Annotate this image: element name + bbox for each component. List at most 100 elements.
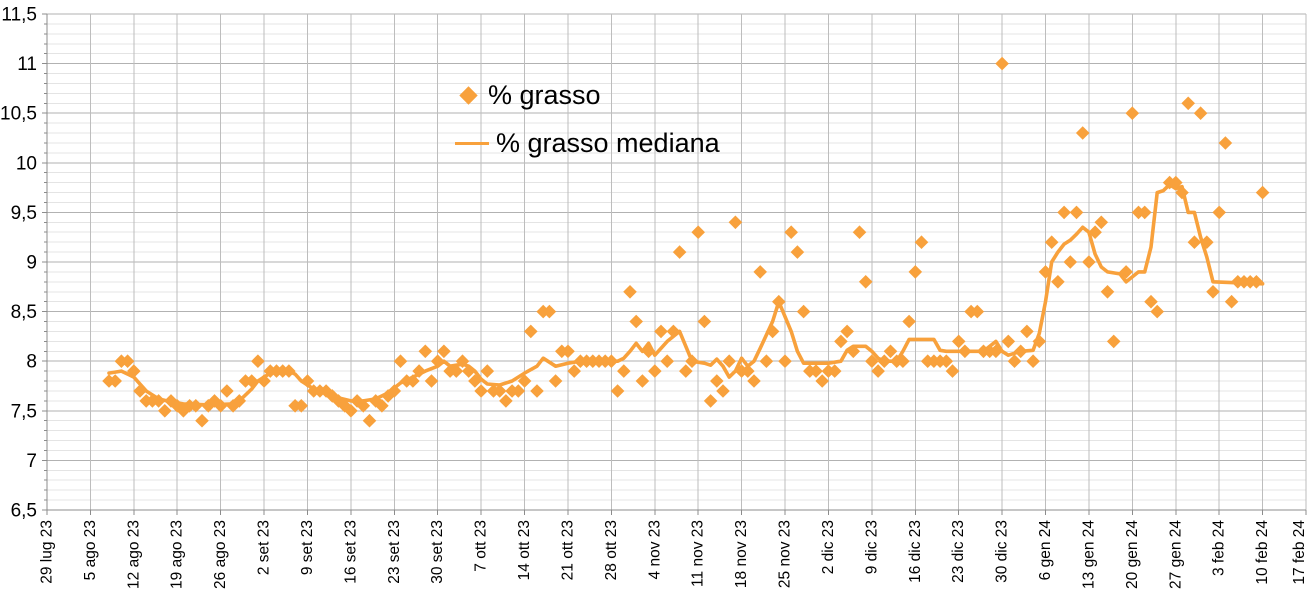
x-tick-label: 14 ott 23	[516, 520, 533, 580]
data-point-diamond	[300, 374, 315, 388]
x-tick-label: 11 nov 23	[690, 520, 707, 587]
x-tick-label: 2 dic 23	[820, 520, 837, 574]
data-point-diamond	[164, 394, 178, 408]
data-point-diamond	[244, 374, 259, 388]
data-point-diamond	[201, 399, 216, 413]
x-axis-tick-labels: 29 lug 23 5 ago 23 12 ago 23 19 ago 23 26 ag…	[39, 520, 1309, 589]
data-point-diamond	[951, 334, 966, 349]
data-point-diamond	[350, 394, 364, 408]
data-point-diamond	[958, 344, 972, 359]
data-point-diamond	[499, 394, 513, 408]
data-point-diamond	[151, 394, 166, 408]
data-point-diamond	[1026, 354, 1040, 368]
data-point-diamond	[691, 225, 705, 239]
x-tick-label: 6 gen 24	[1037, 520, 1054, 581]
y-tick-label: 10	[16, 153, 37, 174]
data-point-diamond	[753, 265, 767, 279]
data-point-diamond	[257, 374, 271, 388]
data-point-diamond	[617, 364, 631, 378]
data-point-diamond	[1038, 265, 1053, 279]
data-point-diamond	[517, 374, 532, 388]
data-point-diamond	[846, 344, 861, 359]
x-tick-label: 16 set 23	[342, 520, 359, 584]
data-point-diamond	[406, 374, 420, 388]
data-point-diamond	[1255, 185, 1270, 200]
data-point-diamond	[1119, 265, 1133, 279]
data-point-diamond	[790, 245, 805, 259]
data-point-diamond	[530, 384, 544, 398]
data-point-diamond	[834, 334, 848, 349]
data-point-diamond	[1069, 205, 1084, 220]
data-point-diamond	[722, 354, 736, 368]
data-point-diamond	[387, 384, 402, 398]
data-point-diamond	[623, 285, 637, 299]
data-point-diamond	[660, 354, 674, 368]
data-point-diamond	[809, 364, 823, 378]
data-point-diamond	[666, 324, 681, 339]
data-point-diamond	[865, 354, 879, 368]
x-tick-label: 17 feb 24	[1291, 520, 1308, 585]
data-point-diamond	[1057, 205, 1071, 220]
data-point-diamond	[641, 344, 656, 359]
data-point-diamond	[1200, 235, 1214, 249]
data-point-diamond	[220, 384, 234, 398]
data-point-diamond	[511, 384, 526, 398]
data-point-diamond	[1044, 235, 1059, 249]
data-point-diamond	[710, 374, 724, 388]
data-point-diamond	[765, 324, 780, 339]
data-point-diamond	[759, 354, 774, 368]
data-point-diamond	[815, 374, 829, 388]
data-point-diamond	[648, 364, 662, 378]
data-point-diamond	[914, 235, 929, 249]
data-point-diamond	[325, 389, 340, 403]
data-point-diamond	[747, 374, 761, 388]
data-point-diamond	[170, 399, 184, 413]
data-point-diamond	[430, 354, 445, 368]
data-point-diamond	[1020, 324, 1034, 339]
y-tick-label: 9,5	[11, 203, 37, 224]
data-point-diamond	[1094, 215, 1109, 230]
data-point-diamond	[449, 364, 464, 378]
data-point-diamond	[158, 404, 172, 418]
data-point-diamond	[1206, 285, 1220, 299]
x-tick-label: 10 feb 24	[1254, 520, 1271, 585]
data-point-diamond	[474, 384, 488, 398]
data-point-diamond	[1193, 106, 1208, 120]
data-point-diamond	[703, 394, 718, 408]
data-point-diamond	[418, 344, 433, 359]
x-tick-label: 23 set 23	[386, 520, 403, 584]
data-point-diamond	[1013, 344, 1028, 359]
data-point-diamond	[697, 314, 712, 329]
x-tick-label: 20 gen 24	[1124, 520, 1141, 589]
x-tick-label: 30 set 23	[429, 520, 446, 584]
data-point-diamond	[796, 304, 811, 319]
data-point-diamond	[176, 404, 191, 418]
data-point-diamond	[654, 324, 668, 339]
data-point-diamond	[213, 399, 228, 413]
data-point-diamond	[772, 294, 786, 309]
data-point-diamond	[362, 413, 377, 428]
data-point-diamond	[331, 394, 346, 408]
data-point-diamond	[1137, 205, 1152, 220]
y-tick-label: 9	[26, 253, 37, 274]
x-tick-label: 9 dic 23	[863, 520, 880, 574]
data-point-diamond	[424, 374, 439, 388]
data-point-diamond	[672, 245, 687, 259]
data-point-diamond	[716, 384, 730, 398]
data-point-diamond	[871, 364, 885, 378]
data-point-diamond	[561, 344, 575, 359]
x-tick-label: 3 feb 24	[1211, 520, 1228, 576]
data-point-diamond	[852, 225, 867, 239]
data-point-diamond	[896, 354, 910, 368]
x-tick-label: 30 dic 23	[994, 520, 1011, 583]
data-point-diamond	[685, 354, 699, 368]
data-point-diamond	[945, 364, 960, 378]
x-tick-label: 28 ott 23	[603, 520, 620, 580]
y-axis-tick-labels: 11,5 11 10,5 10 9,5 9 8,5 8 7,5 7 6,5	[0, 5, 37, 522]
data-point-diamond	[1063, 255, 1078, 269]
data-point-diamond	[375, 399, 389, 413]
data-point-diamond	[1181, 96, 1195, 111]
data-point-diamond	[108, 374, 122, 388]
data-point-diamond	[1169, 175, 1183, 190]
